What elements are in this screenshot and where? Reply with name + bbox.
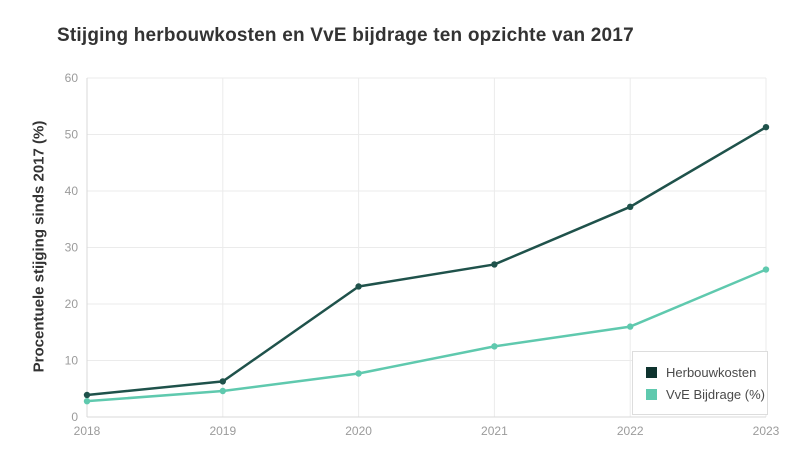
legend-item-herbouwkosten: Herbouwkosten [646, 365, 767, 380]
legend-label-herbouwkosten: Herbouwkosten [666, 364, 757, 380]
legend-label-vve-bijdrage: VvE Bijdrage (%) [666, 386, 765, 402]
y-tick-label: 50 [65, 128, 79, 142]
data-point [219, 378, 226, 385]
series-line-vve-bijdrage [85, 268, 768, 403]
x-tick-label: 2021 [481, 424, 508, 438]
vve-bijdrage-swatch-icon [646, 388, 657, 400]
data-point [627, 323, 634, 330]
x-tick-label: 2020 [345, 424, 372, 438]
data-point [219, 387, 226, 395]
y-tick-label: 30 [65, 241, 79, 255]
herbouwkosten-swatch-icon [646, 366, 657, 378]
y-tick-label: 0 [71, 410, 78, 424]
data-point [491, 261, 498, 268]
data-point [491, 343, 498, 350]
x-tick-label: 2023 [753, 424, 780, 438]
legend: Herbouwkosten VvE Bijdrage (%) [632, 351, 768, 415]
data-point [83, 391, 91, 399]
series-line-herbouwkosten [85, 125, 768, 397]
x-tick-label: 2019 [209, 424, 236, 438]
data-point [355, 283, 362, 290]
data-point [762, 123, 770, 131]
data-point [83, 397, 91, 405]
legend-item-vve-bijdrage: VvE Bijdrage (%) [646, 387, 767, 402]
chart-title: Stijging herbouwkosten en VvE bijdrage t… [57, 25, 634, 46]
y-tick-label: 60 [65, 71, 79, 85]
y-tick-label: 10 [65, 354, 79, 368]
data-point [355, 370, 362, 377]
x-tick-label: 2022 [617, 424, 644, 438]
y-tick-label: 40 [65, 184, 79, 198]
y-tick-label: 20 [65, 297, 79, 311]
data-point [627, 203, 634, 211]
x-tick-label: 2018 [74, 424, 101, 438]
data-point [762, 266, 770, 273]
